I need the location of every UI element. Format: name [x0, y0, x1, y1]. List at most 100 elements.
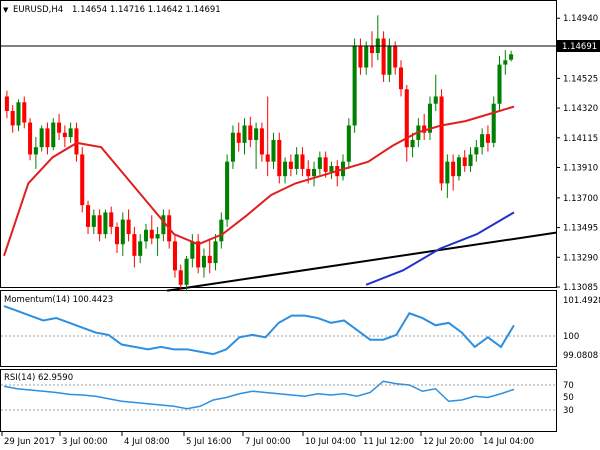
- price-tick-label: 1.13700: [563, 194, 598, 204]
- candle-body: [271, 139, 276, 162]
- candle-body: [161, 215, 166, 235]
- price-tick-label: 1.14940: [563, 14, 598, 24]
- candle-body: [317, 157, 322, 169]
- candle-body: [39, 128, 44, 148]
- candle-body: [468, 154, 473, 167]
- candle-body: [306, 168, 311, 177]
- momentum-pane-frame: [0, 290, 557, 367]
- candle-body: [91, 215, 96, 227]
- price-tick-label: 1.13495: [563, 224, 598, 234]
- candle-body: [300, 154, 305, 169]
- candle-body: [74, 128, 79, 155]
- candle-body: [427, 103, 432, 133]
- candle-body: [109, 212, 114, 227]
- time-tick-label: 29 Jun 2017: [4, 437, 55, 447]
- candle-body: [57, 122, 62, 133]
- candle-body: [16, 102, 21, 126]
- candle-body: [68, 128, 73, 138]
- candle-body: [364, 45, 369, 68]
- symbol-timeframe: EURUSD,H4: [13, 5, 63, 15]
- candle-body: [80, 154, 85, 206]
- candle-body: [10, 110, 15, 126]
- candle-body: [196, 241, 201, 268]
- long-ma-line: [365, 211, 515, 286]
- candle-body: [22, 102, 27, 123]
- candle-body: [4, 96, 9, 111]
- rsi-tick-label: 70: [563, 381, 574, 391]
- candle-body: [33, 147, 38, 155]
- candle-body: [259, 128, 264, 155]
- candle-body: [393, 45, 398, 68]
- candle-body: [230, 132, 235, 162]
- candle-body: [387, 45, 392, 75]
- time-tick-label: 11 Jul 12:00: [363, 437, 414, 447]
- rsi-title: RSI(14) 62.9590: [4, 373, 73, 383]
- candle-body: [213, 241, 218, 264]
- momentum-tick-label: 100: [563, 332, 579, 342]
- candle-body: [369, 45, 375, 54]
- candle-body: [207, 255, 212, 264]
- candle-body: [86, 205, 91, 227]
- time-axis: 29 Jun 2017 3 Jul 00:00 4 Jul 08:00 5 Jul 1…: [1, 432, 534, 447]
- candle-body: [410, 139, 415, 148]
- current-price-box: [557, 40, 600, 52]
- expand-triangle-icon[interactable]: ▼: [3, 6, 9, 14]
- candle-body: [277, 139, 282, 177]
- long-ma-layer: [365, 211, 515, 286]
- price-tick-label: 1.13085: [563, 283, 598, 293]
- momentum-title: Momentum(14) 100.4423: [4, 295, 113, 305]
- momentum-layer: [3, 305, 515, 356]
- candle-body: [288, 161, 293, 169]
- candle-body: [433, 96, 438, 104]
- candle-body: [404, 89, 409, 148]
- price-tick-label: 1.14115: [563, 134, 598, 144]
- candle-body: [254, 128, 259, 140]
- candle-body: [201, 255, 206, 268]
- ohlc-values: 1.14654 1.14716 1.14642 1.14691: [72, 5, 221, 15]
- price-tick-label: 1.14320: [563, 104, 598, 114]
- candle-body: [190, 241, 195, 259]
- time-tick-label: 10 Jul 04:00: [305, 437, 356, 447]
- candle-body: [329, 166, 334, 172]
- current-price-label: 1.14691: [562, 42, 597, 52]
- candle-body: [248, 125, 253, 140]
- candle-body: [62, 132, 67, 138]
- sma-layer: [3, 105, 515, 257]
- candle-body: [149, 229, 154, 239]
- candle-body: [398, 67, 404, 90]
- candle-body: [312, 168, 317, 177]
- candle-body: [242, 125, 247, 143]
- trendline: [167, 231, 557, 292]
- candle-body: [445, 161, 450, 184]
- price-tick-label: 1.14525: [563, 74, 598, 84]
- candle-body: [439, 96, 444, 184]
- momentum-axis: 101.4928 100 99.0808: [563, 296, 600, 361]
- trendline-layer: [167, 231, 557, 292]
- candle-body: [491, 103, 496, 143]
- rsi-axis: 70 50 30: [563, 381, 574, 416]
- candle-body: [225, 161, 230, 220]
- time-tick-label: 12 Jul 20:00: [423, 437, 474, 447]
- sma-line: [3, 105, 515, 257]
- price-axis: 1.149401.147351.145251.143201.141151.139…: [556, 14, 598, 293]
- candle-body: [120, 219, 125, 245]
- candle-body: [485, 134, 490, 143]
- time-tick-label: 7 Jul 00:00: [245, 437, 291, 447]
- candle-body: [497, 64, 502, 104]
- candle-body: [28, 122, 33, 155]
- time-tick-label: 3 Jul 00:00: [62, 437, 108, 447]
- momentum-tick-label: 99.0808: [563, 351, 598, 361]
- candle-body: [143, 229, 149, 242]
- candle-body: [381, 38, 386, 75]
- candle-body: [126, 219, 131, 235]
- candle-body: [422, 125, 427, 133]
- rsi-line: [3, 380, 515, 410]
- time-tick-label: 5 Jul 16:00: [186, 437, 232, 447]
- candle-body: [456, 157, 461, 177]
- candle-body: [462, 157, 467, 167]
- rsi-layer: [3, 380, 515, 410]
- candle-body: [451, 161, 456, 177]
- candle-body: [346, 125, 351, 162]
